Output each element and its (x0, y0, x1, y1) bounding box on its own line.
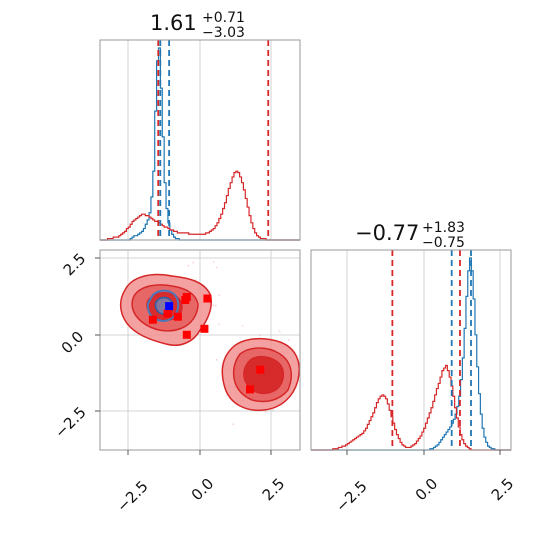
sample-point (187, 264, 190, 267)
sample-point (192, 261, 195, 264)
red-point (163, 309, 172, 318)
sample-point (272, 409, 274, 411)
sample-point (218, 323, 220, 326)
sample-point (259, 334, 262, 337)
histogram-line (311, 364, 511, 451)
x-tick-label: 2.5 (259, 475, 289, 505)
contour-inner-lower (243, 355, 285, 395)
param2-title-value: −0.77 (355, 221, 419, 245)
red-point-markers (148, 293, 265, 394)
x-tick-label: 0.0 (188, 475, 218, 505)
sample-point (212, 304, 215, 306)
sample-point (232, 423, 235, 426)
panel-frame (310, 249, 512, 451)
sample-point (215, 358, 218, 361)
sample-point (241, 325, 244, 327)
sample-point (288, 338, 290, 341)
y-tick-label: −2.5 (51, 403, 89, 441)
red-point (203, 294, 212, 303)
sample-point (216, 266, 218, 269)
red-point (246, 385, 254, 394)
sample-point (264, 411, 267, 413)
red-point (200, 324, 209, 333)
param1-title-value: 1.61 (150, 11, 197, 35)
param1-title-lower: −3.03 (202, 25, 245, 41)
red-point (173, 312, 182, 321)
x-tick-label: 2.5 (488, 475, 518, 505)
red-point (182, 330, 191, 339)
quantile-lines-group (157, 40, 270, 240)
blue-contour-outer (146, 289, 180, 322)
sample-point (218, 294, 221, 297)
blue-point-markers (165, 302, 174, 311)
sample-point (278, 330, 281, 333)
marginal-panel-param2: −2.5 0.0 2.5 −0.77 +1.83 −0.75 (310, 220, 518, 516)
marginal-panel-param1: 1.61 +0.71 −3.03 (99, 10, 301, 241)
x-tick-label: −2.5 (332, 477, 370, 515)
red-point (148, 315, 157, 324)
param2-title-upper: +1.83 (422, 220, 465, 236)
histogram-line (100, 170, 300, 241)
sample-point (214, 304, 217, 307)
x-tick-label: −2.5 (113, 477, 151, 515)
panel-frame (99, 39, 301, 241)
joint-panel: −2.5 0.0 2.5 2.5 0.0 −2.5 (51, 249, 301, 516)
sample-point (212, 261, 215, 263)
y-tick-label: 2.5 (60, 250, 90, 280)
blue-point (165, 302, 174, 311)
red-point (256, 365, 265, 374)
param1-title-upper: +0.71 (202, 10, 245, 26)
quantile-lines-group (391, 250, 472, 450)
x-tick-label: 0.0 (412, 475, 442, 505)
y-tick-label: 0.0 (58, 328, 88, 358)
param2-title-lower: −0.75 (422, 235, 465, 251)
red-point (181, 296, 190, 304)
